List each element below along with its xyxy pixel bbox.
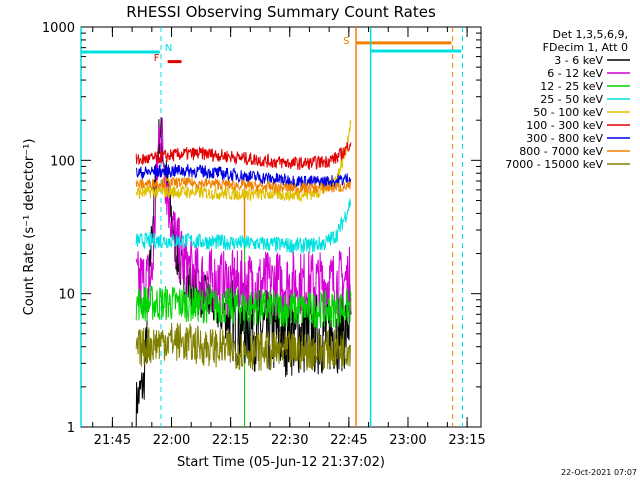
legend-entry-label: 800 - 7000 keV [519, 145, 603, 158]
plot-frame [80, 26, 482, 428]
y-tick-label: 10 [58, 288, 75, 303]
x-tick-label: 22:15 [212, 433, 249, 448]
saa-marker-label: S [343, 36, 349, 47]
legend-entry-label: 12 - 25 keV [540, 80, 603, 93]
legend-entry-label: 100 - 300 keV [526, 119, 603, 132]
legend-entry-label: 3 - 6 keV [554, 54, 603, 67]
series-layer [135, 117, 352, 427]
x-tick-label: 22:45 [330, 433, 367, 448]
x-axis-label: Start Time (05-Jun-12 21:37:02) [177, 455, 385, 470]
legend-header-line-1: Det 1,3,5,6,9, [552, 28, 628, 41]
legend-entry-label: 7000 - 15000 keV [505, 158, 603, 171]
y-axis-label: Count Rate (s⁻¹ detector⁻¹) [22, 139, 37, 316]
legend-entry-label: 50 - 100 keV [533, 106, 603, 119]
legend-entry-label: 300 - 800 keV [526, 132, 603, 145]
legend: Det 1,3,5,6,9, FDecim 1, Att 0 3 - 6 keV… [505, 28, 630, 171]
series-line [135, 117, 352, 317]
series-line [135, 141, 352, 171]
x-tick-label: 23:15 [448, 433, 485, 448]
flare-marker-label: F [154, 53, 160, 64]
series-line [135, 285, 352, 329]
x-tick-label: 23:00 [389, 433, 426, 448]
legend-entry-label: 6 - 12 keV [547, 67, 603, 80]
series-line [135, 198, 352, 254]
series-line [135, 176, 352, 194]
x-tick-label: 22:30 [271, 433, 308, 448]
legend-entry-label: 25 - 50 keV [540, 93, 603, 106]
axes-layer: 21:45 22:00 22:15 22:30 22:45 23:00 23:15 1 10 10… [42, 21, 486, 448]
series-line [135, 322, 351, 371]
generated-timestamp: 22-Oct-2021 07:07 [561, 468, 637, 477]
chart-title: RHESSI Observing Summary Count Rates [126, 3, 436, 21]
x-tick-label: 22:00 [153, 433, 190, 448]
x-tick-label: 21:45 [94, 433, 131, 448]
observing-overlays: NF S [80, 27, 463, 427]
y-tick-label: 1 [67, 421, 75, 436]
night-marker-label: N [165, 43, 172, 54]
legend-header-line-2: FDecim 1, Att 0 [543, 41, 628, 54]
y-tick-label: 1000 [42, 21, 75, 36]
y-tick-label: 100 [50, 154, 75, 169]
